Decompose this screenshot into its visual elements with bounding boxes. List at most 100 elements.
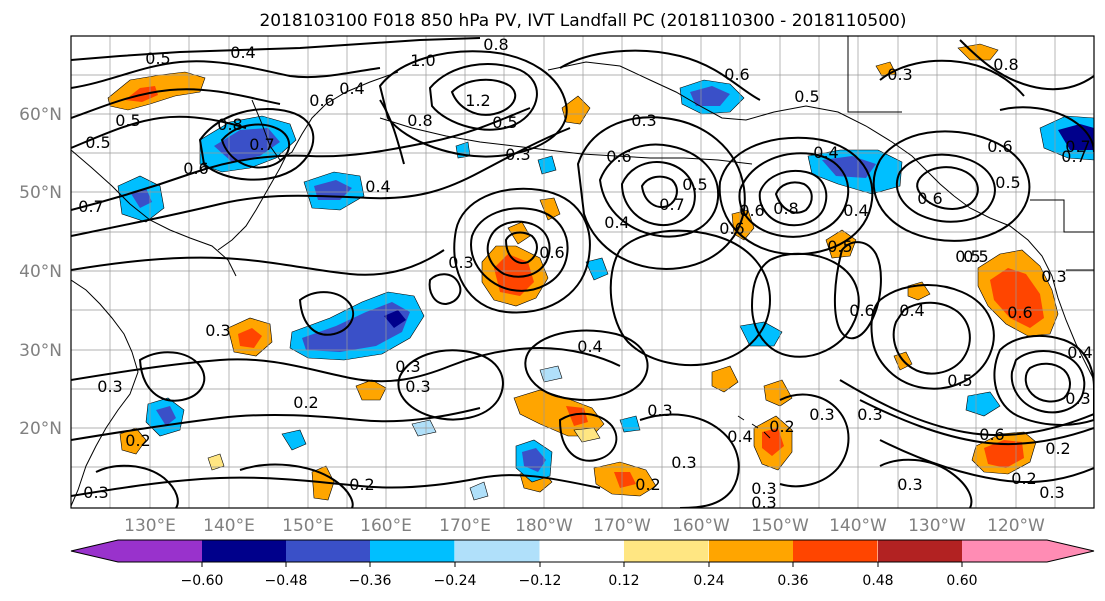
contour-label: 0.5 (492, 113, 517, 132)
contour-label: 0.6 (917, 189, 942, 208)
contour-label: 0.8 (773, 199, 798, 218)
shade-negative-area (314, 180, 352, 200)
colorbar-tick-label: −0.36 (349, 573, 392, 589)
contour-label: 0.6 (987, 137, 1012, 156)
lon-tick-label: 150°E (282, 516, 334, 536)
pv-contour (892, 301, 971, 375)
pv-contour (576, 116, 746, 270)
contour-label: 0.2 (1011, 469, 1036, 488)
shade-positive-area (763, 379, 793, 407)
shade-negative-area (156, 406, 176, 426)
contour-label: 0.5 (947, 371, 972, 390)
contour-label: 0.3 (857, 405, 882, 424)
coastline-alaska-north (847, 36, 902, 113)
colorbar-segment (455, 540, 540, 562)
shade-positive-area (238, 328, 262, 348)
pv-contour (640, 175, 678, 208)
pv-contour (959, 39, 1094, 91)
shade-negative-area (539, 365, 563, 383)
contour-label: 0.8 (483, 35, 508, 54)
colorbar-tick-label: −0.60 (181, 573, 224, 589)
pv-contour (71, 407, 481, 441)
pv-contour (198, 108, 315, 181)
colorbar-tick-label: 0.48 (862, 573, 893, 589)
lon-tick-label: 150°W (751, 516, 809, 536)
contour-label: 0.6 (719, 219, 744, 238)
contour-label: 0.3 (751, 493, 776, 512)
contour-label: 0.6 (739, 201, 764, 220)
pv-contour (718, 136, 874, 256)
shade-negative-area (739, 321, 783, 347)
contour-label: 0.5 (963, 247, 988, 266)
contour-label: 0.4 (365, 177, 390, 196)
pv-contour (839, 379, 1094, 437)
pv-contour (879, 59, 1025, 97)
contour-label: 0.3 (671, 453, 696, 472)
colorbar-extend-low (71, 540, 118, 562)
contour-label: 0.3 (1065, 389, 1090, 408)
colorbar-segment (793, 540, 878, 562)
shade-negative-area (537, 155, 557, 175)
contour-label: 0.4 (339, 79, 364, 98)
longitude-axis: 130°E 140°E 150°E 160°E 170°E 180°W 170°… (124, 516, 1045, 536)
contour-label: 0.5 (115, 111, 140, 130)
pv-contour (750, 252, 860, 358)
colorbar-segment (540, 540, 625, 562)
contour-label: 0.5 (145, 49, 170, 68)
shade-positive-area (984, 440, 1024, 468)
gridlines (71, 36, 1094, 508)
contour-label: 0.3 (83, 483, 108, 502)
contour-label-layer: 0.5 0.4 0.8 0.6 0.8 0.5 0.7 0.4 1.0 0.6 … (78, 35, 1092, 512)
contour-label: 0.6 (539, 243, 564, 262)
pv-contour (879, 458, 973, 508)
pv-contour (71, 37, 481, 61)
contour-label: 0.4 (899, 301, 924, 320)
coastline-canada (1030, 199, 1094, 271)
colorbar-segment (118, 540, 202, 562)
contour-label: 0.7 (249, 135, 274, 154)
contour-label: 0.3 (1039, 483, 1064, 502)
lon-tick-label: 120°W (987, 516, 1045, 536)
lon-tick-label: 170°W (593, 516, 651, 536)
contour-label: 0.3 (395, 357, 420, 376)
pv-contour (774, 181, 813, 214)
pv-contour (872, 130, 1031, 242)
colorbar-outline (70, 539, 1095, 563)
lon-tick-label: 140°W (829, 516, 887, 536)
pv-contour (298, 291, 355, 336)
lon-tick-label: 130°W (908, 516, 966, 536)
pv-contour (1010, 350, 1086, 414)
coastline-alaska (547, 61, 955, 197)
contour-label: 0.7 (1065, 137, 1090, 156)
pv-contour (870, 284, 995, 390)
colorbar-tick-label: 0.24 (693, 573, 724, 589)
colorbar-tick-label: 0.60 (946, 573, 977, 589)
pv-contour (758, 170, 828, 227)
lat-tick-label: 50°N (19, 183, 62, 203)
shade-positive-area (566, 406, 588, 426)
shade-negative-area (281, 429, 307, 451)
pv-contour (95, 464, 179, 508)
pv-contour (895, 153, 996, 223)
contour-label: 0.6 (606, 147, 631, 166)
pv-contour (71, 346, 621, 383)
contour-label: 0.6 (183, 159, 208, 178)
colorbar-segment (370, 540, 455, 562)
contour-label: 0.7 (659, 195, 684, 214)
contour-label: 0.3 (897, 475, 922, 494)
colorbar (70, 539, 1095, 563)
pv-contour (71, 88, 281, 119)
shade-negative-area (585, 257, 609, 281)
contour-label: 1.2 (465, 91, 490, 110)
contour-label: 0.8 (407, 111, 432, 130)
shade-negative-area (469, 481, 489, 501)
contour-label: 0.2 (635, 475, 660, 494)
shade-positive-area (207, 453, 225, 471)
contour-label: 0.6 (309, 91, 334, 110)
pv-contour (486, 220, 551, 278)
contour-label: 0.7 (1061, 147, 1086, 166)
colorbar-segment (624, 540, 709, 562)
pv-contour (397, 349, 504, 421)
contour-label: 0.6 (849, 301, 874, 320)
